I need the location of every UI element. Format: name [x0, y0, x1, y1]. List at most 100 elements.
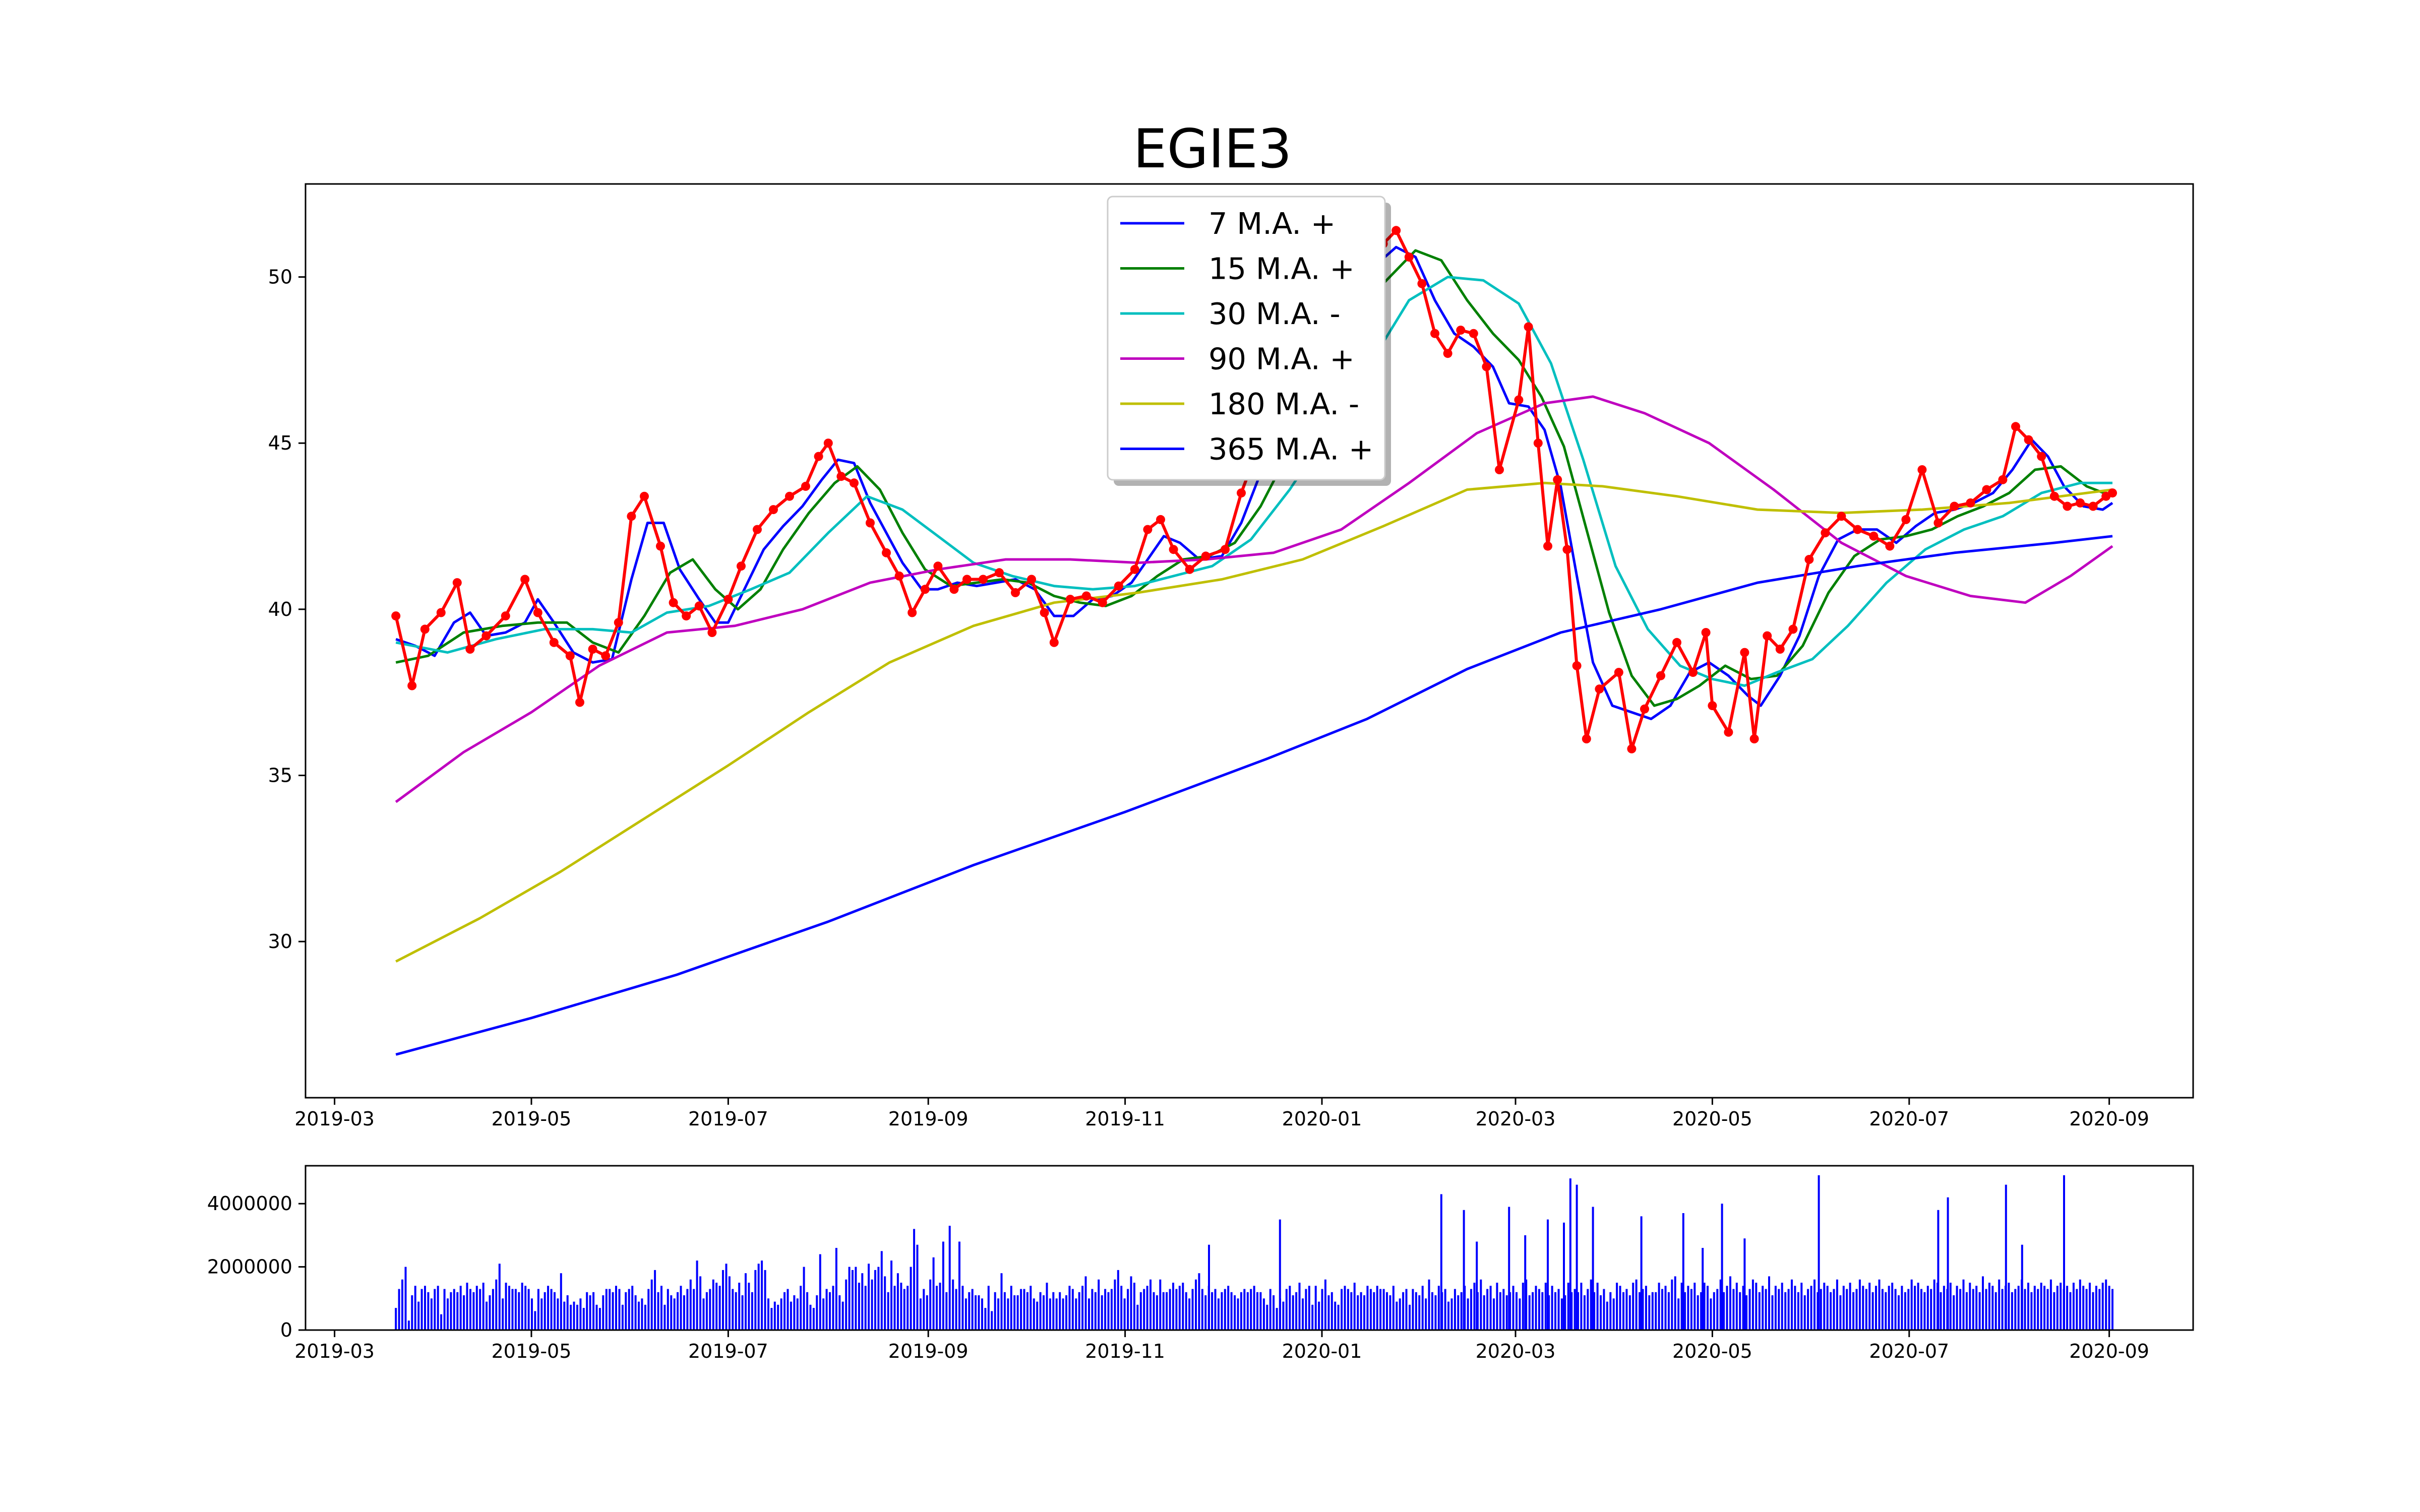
- volume-bar: [1516, 1292, 1518, 1330]
- price-point: [785, 491, 794, 501]
- volume-bar: [1830, 1292, 1832, 1330]
- price-point: [1724, 727, 1733, 737]
- price-point: [1627, 744, 1637, 753]
- volume-bar: [1784, 1292, 1787, 1330]
- volume-bar: [1062, 1298, 1064, 1330]
- volume-bar: [647, 1289, 650, 1330]
- volume-bar: [550, 1289, 553, 1330]
- volume-bar: [2079, 1279, 2081, 1330]
- volume-bar: [1224, 1289, 1226, 1330]
- volume-bar: [1729, 1276, 1731, 1330]
- volume-bar: [579, 1298, 582, 1330]
- volume-bar: [1273, 1295, 1275, 1330]
- volume-bar: [1991, 1286, 1994, 1330]
- volume-bar: [1324, 1279, 1326, 1330]
- volume-bar: [1768, 1276, 1770, 1330]
- volume-bar: [1569, 1178, 1571, 1330]
- price-point: [1201, 551, 1211, 561]
- volume-bar: [1295, 1292, 1298, 1330]
- volume-bar: [777, 1304, 779, 1330]
- volume-bar: [1175, 1289, 1178, 1330]
- volume-bar: [1201, 1289, 1203, 1330]
- volume-bar: [602, 1295, 604, 1330]
- volume-bar: [1655, 1292, 1657, 1330]
- x-tick-label: 2019-05: [492, 1108, 572, 1130]
- volume-bar: [1596, 1283, 1599, 1330]
- x-tick-label: 2019-11: [1085, 1108, 1165, 1130]
- volume-bar: [2014, 1289, 2017, 1330]
- volume-bar: [800, 1286, 802, 1330]
- price-point: [436, 608, 446, 617]
- volume-bar: [1256, 1292, 1258, 1330]
- volume-bar: [1314, 1286, 1317, 1330]
- price-point: [2108, 488, 2117, 498]
- volume-bar: [1570, 1292, 1573, 1330]
- volume-bar: [1600, 1295, 1602, 1330]
- y-tick-label: 35: [268, 765, 292, 787]
- volume-bar: [1084, 1276, 1087, 1330]
- volume-bar: [1020, 1289, 1022, 1330]
- volume-bar: [845, 1279, 848, 1330]
- volume-bar: [1217, 1298, 1220, 1330]
- volume-bar: [718, 1286, 721, 1330]
- volume-bar: [936, 1286, 938, 1330]
- volume-bar: [511, 1289, 514, 1330]
- volume-bar: [1350, 1292, 1353, 1330]
- volume-bar: [1651, 1292, 1654, 1330]
- x-tick-label: 2020-03: [1476, 1108, 1556, 1130]
- volume-bar: [670, 1295, 673, 1330]
- volume-bar: [2027, 1283, 2029, 1330]
- volume-bar: [411, 1295, 413, 1330]
- volume-bar: [1444, 1289, 1446, 1330]
- volume-bar: [1994, 1292, 1997, 1330]
- volume-bar: [1123, 1298, 1126, 1330]
- volume-bar: [1622, 1292, 1624, 1330]
- price-point: [882, 548, 891, 557]
- price-point: [656, 541, 665, 551]
- volume-bar: [1502, 1289, 1505, 1330]
- volume-bar: [852, 1270, 854, 1330]
- price-point: [1572, 661, 1582, 670]
- volume-bar: [1904, 1292, 1906, 1330]
- volume-bar: [586, 1292, 588, 1330]
- volume-bar: [1308, 1286, 1310, 1330]
- volume-bar: [1713, 1292, 1715, 1330]
- volume-bar: [1852, 1292, 1855, 1330]
- price-point: [533, 608, 542, 617]
- volume-bar: [932, 1257, 935, 1330]
- volume-bar: [1762, 1286, 1764, 1330]
- price-point: [908, 608, 917, 617]
- volume-bar: [1587, 1289, 1589, 1330]
- price-point: [2011, 422, 2020, 431]
- volume-bar: [1700, 1292, 1703, 1330]
- volume-bar: [1642, 1289, 1644, 1330]
- volume-bar: [1357, 1295, 1359, 1330]
- x-tick-label: 2020-03: [1476, 1340, 1556, 1362]
- volume-bar: [2095, 1286, 2097, 1330]
- volume-bar: [1392, 1286, 1395, 1330]
- volume-bar: [424, 1286, 426, 1330]
- price-point: [1533, 438, 1543, 448]
- volume-bar: [816, 1295, 818, 1330]
- volume-bar: [2108, 1286, 2110, 1330]
- volume-bar: [1972, 1289, 1974, 1330]
- volume-bar: [767, 1298, 769, 1330]
- volume-bar: [861, 1273, 864, 1330]
- volume-bar: [1917, 1283, 1919, 1330]
- volume-bar: [1774, 1286, 1777, 1330]
- volume-bar: [728, 1276, 731, 1330]
- volume-bar: [1628, 1295, 1631, 1330]
- price-point: [1821, 528, 1830, 538]
- volume-bar: [450, 1292, 452, 1330]
- volume-bar: [582, 1308, 585, 1330]
- volume-bar: [1755, 1283, 1758, 1330]
- volume-bar: [1402, 1292, 1405, 1330]
- volume-bar: [1548, 1295, 1550, 1330]
- legend-label: 365 M.A. +: [1208, 432, 1373, 467]
- price-point: [962, 575, 972, 584]
- volume-bar: [1680, 1283, 1683, 1330]
- volume-bar: [1833, 1289, 1835, 1330]
- volume-bar: [1049, 1298, 1051, 1330]
- volume-bar: [1071, 1289, 1074, 1330]
- volume-bar: [1875, 1286, 1877, 1330]
